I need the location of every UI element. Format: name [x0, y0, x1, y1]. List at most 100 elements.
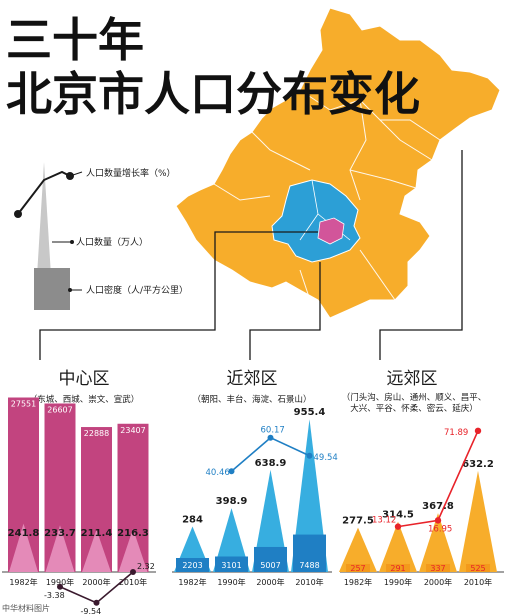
- far-growth-point: [394, 523, 402, 530]
- connector-line-center: [39, 231, 318, 360]
- near-category-label: 1982年: [178, 577, 206, 587]
- center-district-title: 中心区: [59, 369, 110, 389]
- far-population-triangle: [419, 513, 457, 572]
- center-category-label: 2010年: [119, 577, 147, 587]
- near-density-bar: [176, 558, 209, 572]
- connector-line-far: [379, 150, 463, 360]
- center-growth-label: -3.38: [44, 591, 65, 600]
- near-density-label: 2203: [182, 561, 202, 570]
- near-density-label: 3101: [221, 561, 241, 570]
- legend-pointer-dot-population: [70, 240, 74, 244]
- far-category-label: 2000年: [424, 577, 452, 587]
- center-growth-line: [59, 571, 134, 604]
- far-suburb-chart: 277.5 257 1982年 314.5 291 1990年 367.8 337 2000年 6…: [339, 427, 504, 587]
- near-density-bar: [293, 534, 326, 572]
- far-growth-point: [474, 427, 482, 435]
- center-population-triangle: [82, 529, 111, 572]
- far-population-triangle: [339, 527, 377, 572]
- near-suburb-chart: 284 2203 1982年 398.9 3101 1990年 638.9 5007 2000年…: [172, 407, 338, 587]
- far-district-members-line1: （门头沟、房山、通州、顺义、昌平、: [342, 392, 487, 403]
- legend-growth-line: [17, 170, 71, 215]
- legend-growth-point-1: [14, 210, 22, 218]
- far-density-bar: [346, 564, 370, 572]
- map-near-suburb: [271, 179, 361, 263]
- near-density-bar: [254, 546, 287, 572]
- far-density-bar: [466, 564, 490, 572]
- near-growth-label: 40.46: [206, 468, 230, 478]
- far-category-label: 1990年: [384, 577, 412, 587]
- center-population-label: 211.4: [81, 528, 113, 539]
- center-population-triangle: [45, 525, 75, 572]
- far-density-label: 291: [390, 564, 405, 573]
- beijing-map: [39, 7, 501, 360]
- far-density-label: 337: [430, 564, 445, 573]
- center-growth-label: -9.54: [81, 607, 102, 614]
- far-density-label: 525: [470, 564, 485, 573]
- center-population-triangle: [9, 523, 38, 572]
- near-population-label: 398.9: [216, 496, 248, 507]
- map-central-district: [317, 217, 345, 245]
- legend-pointer-growth: [69, 171, 83, 177]
- near-density-bar: [215, 556, 248, 572]
- center-district-members: （东城、西城、崇文、宣武）: [29, 394, 140, 405]
- map-outer-region: [175, 7, 501, 319]
- far-growth-label: 71.89: [444, 428, 468, 438]
- connector-line-near: [249, 262, 321, 360]
- far-district-title: 远郊区: [387, 369, 438, 389]
- legend: 人口数量增长率（%） 人口数量（万人） 人口密度（人/平方公里）: [14, 162, 188, 310]
- title-block: 三十年 北京市人口分布变化: [6, 13, 420, 121]
- near-district-members: （朝阳、丰台、海淀、石景山）: [192, 394, 311, 405]
- near-population-label: 955.4: [294, 407, 326, 418]
- center-category-label: 2000年: [82, 577, 110, 587]
- legend-label-population: 人口数量（万人）: [76, 236, 148, 248]
- center-district-chart: 27551 241.8 1982年 26607 233.7 1990年 22888 211.4…: [2, 397, 156, 614]
- center-density-label: 27551: [11, 400, 36, 409]
- legend-pointer-dot-density: [68, 288, 72, 292]
- center-density-label: 23407: [120, 426, 145, 435]
- center-growth-label: 2.32: [137, 562, 155, 571]
- center-population-triangle: [118, 528, 148, 572]
- far-growth-label: 16.95: [428, 524, 452, 534]
- center-growth-point: [93, 599, 100, 606]
- map-district-borders: [213, 89, 441, 301]
- far-density-bar: [426, 564, 450, 572]
- center-growth-point: [57, 583, 63, 590]
- legend-label-density: 人口密度（人/平方公里）: [86, 284, 188, 296]
- near-growth-label: 60.17: [261, 426, 285, 436]
- near-category-label: 2000年: [256, 577, 284, 587]
- far-district-members-line2: 大兴、平谷、怀柔、密云、延庆）: [350, 403, 478, 414]
- far-density-label: 257: [350, 564, 365, 573]
- center-density-label: 26607: [47, 405, 72, 414]
- far-growth-label: 13.12: [372, 516, 396, 526]
- near-category-label: 2010年: [295, 577, 323, 587]
- near-density-label: 5007: [260, 561, 280, 570]
- far-population-label: 314.5: [382, 510, 414, 521]
- center-category-label: 1982年: [9, 577, 37, 587]
- district-headings: 中心区 （东城、西城、崇文、宣武） 近郊区 （朝阳、丰台、海淀、石景山） 远郊区…: [29, 369, 487, 414]
- legend-label-growth: 人口数量增长率（%）: [86, 167, 176, 179]
- center-population-label: 233.7: [44, 528, 76, 539]
- near-population-label: 284: [182, 515, 203, 526]
- page-title-line1: 三十年: [6, 13, 144, 67]
- center-population-label: 216.3: [117, 528, 149, 539]
- center-population-label: 241.8: [8, 528, 40, 539]
- legend-population-triangle: [36, 162, 52, 292]
- center-growth-point: [130, 568, 136, 575]
- near-density-label: 7488: [299, 561, 319, 570]
- near-district-title: 近郊区: [227, 369, 278, 389]
- far-density-bar: [386, 564, 410, 572]
- near-population-label: 638.9: [255, 458, 287, 469]
- far-population-triangle: [459, 470, 497, 572]
- near-growth-point: [267, 434, 274, 441]
- page-title-line2: 北京市人口分布变化: [6, 67, 420, 121]
- near-population-triangle: [291, 419, 328, 572]
- legend-density-bar: [34, 268, 70, 310]
- near-growth-point: [228, 468, 235, 475]
- far-growth-point: [434, 517, 442, 524]
- center-density-label: 22888: [84, 429, 109, 438]
- far-population-label: 277.5: [342, 516, 374, 527]
- center-category-label: 1990年: [46, 577, 74, 587]
- far-category-label: 1982年: [344, 577, 372, 587]
- near-population-triangle: [213, 508, 250, 572]
